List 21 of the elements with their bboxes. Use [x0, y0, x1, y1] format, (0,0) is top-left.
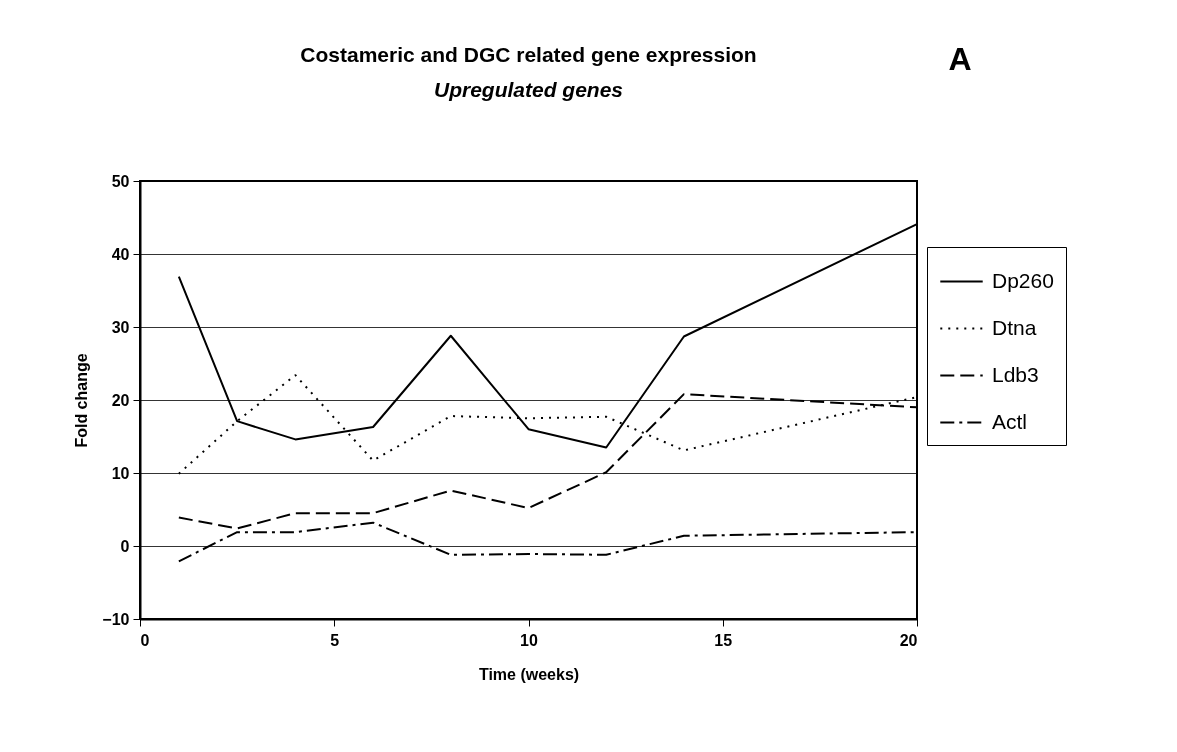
y-tick-label: 20	[111, 391, 130, 409]
y-tick-label: 50	[111, 172, 130, 190]
y-tick-label: 10	[111, 464, 130, 482]
y-axis-title: Fold change	[73, 353, 91, 448]
y-tick-label: 40	[111, 245, 130, 263]
x-axis-title: Time (weeks)	[478, 665, 580, 683]
legend-label: Dp260	[992, 268, 1054, 292]
x-tick-label: 20	[899, 631, 918, 649]
y-tick-label: 30	[111, 318, 130, 336]
chart-subtitle: Upregulated genes	[433, 78, 624, 101]
x-tick-label: 5	[330, 631, 340, 649]
legend-label: Dtna	[992, 315, 1037, 339]
legend-label: Ldb3	[992, 362, 1039, 386]
text: A	[948, 41, 972, 77]
chart-title: Costameric and DGC related gene expression	[300, 43, 757, 66]
x-tick-label: 10	[520, 631, 538, 649]
legend-label: Actl	[992, 409, 1028, 433]
y-tick-label: 0	[120, 537, 130, 555]
x-tick-label: 0	[140, 631, 150, 649]
y-tick-label: −10	[102, 610, 130, 628]
x-tick-label: 15	[714, 631, 733, 649]
